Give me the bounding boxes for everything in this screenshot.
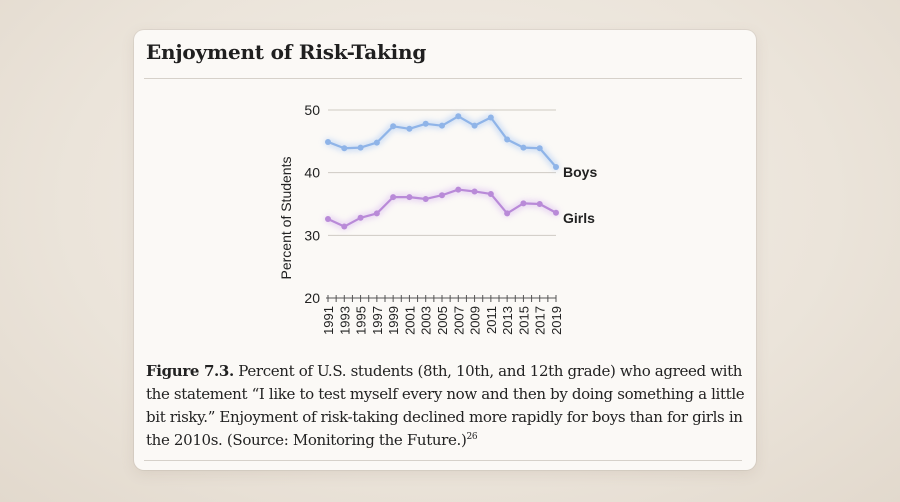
y-tick-label-40: 40 xyxy=(304,165,320,181)
data-point-girls-1995 xyxy=(357,214,364,221)
card-title: Enjoyment of Risk-Taking xyxy=(146,40,427,64)
data-point-girls-1991 xyxy=(325,216,331,223)
data-point-boys-2015 xyxy=(520,144,527,151)
caption-text: Percent of U.S. students (8th, 10th, and… xyxy=(146,362,745,449)
data-point-girls-2009 xyxy=(471,188,478,195)
x-tick-label-2001: 2001 xyxy=(402,306,417,335)
y-tick-label-50: 50 xyxy=(304,102,320,118)
data-point-boys-1999 xyxy=(390,123,397,130)
data-point-girls-1993 xyxy=(341,223,348,230)
data-point-boys-1995 xyxy=(357,144,364,151)
data-point-boys-2007 xyxy=(455,113,462,120)
data-point-girls-2007 xyxy=(455,186,462,193)
x-tick-label-2013: 2013 xyxy=(500,306,515,335)
data-point-girls-1999 xyxy=(390,194,397,201)
x-tick-label-2009: 2009 xyxy=(468,306,483,335)
data-point-boys-2013 xyxy=(504,136,511,143)
data-point-girls-2015 xyxy=(520,200,527,207)
x-tick-label-1999: 1999 xyxy=(386,306,401,335)
x-tick-label-2015: 2015 xyxy=(516,306,531,335)
x-tick-label-2019: 2019 xyxy=(549,306,564,335)
line-chart: 20 30 40 50 1991 1993 1995 1997 1999 2001 2003 2005… xyxy=(278,102,597,335)
y-axis-title: Percent of Students xyxy=(278,157,294,280)
x-tick-label-1997: 1997 xyxy=(370,306,385,335)
data-point-boys-2005 xyxy=(439,122,445,129)
data-point-boys-2017 xyxy=(536,145,543,152)
data-point-girls-2019 xyxy=(553,209,559,216)
x-tick-label-2003: 2003 xyxy=(419,306,434,335)
data-point-girls-2001 xyxy=(406,194,413,201)
footnote-ref: 26 xyxy=(466,432,478,442)
data-point-boys-1993 xyxy=(341,145,348,152)
figure-card: Enjoyment of Risk-Taking 20 30 40 50 1991 199… xyxy=(134,30,756,470)
data-point-girls-1997 xyxy=(373,210,380,217)
data-point-boys-1997 xyxy=(373,139,380,146)
figure-caption: Figure 7.3. Percent of U.S. students (8t… xyxy=(146,360,750,452)
x-tick-label-1991: 1991 xyxy=(321,306,336,335)
data-point-boys-2003 xyxy=(422,120,429,127)
series-label-boys: Boys xyxy=(563,164,597,180)
data-point-boys-2019 xyxy=(553,164,559,171)
y-tick-label-30: 30 xyxy=(304,227,320,243)
data-point-boys-1991 xyxy=(325,138,331,145)
data-point-girls-2003 xyxy=(422,195,429,202)
figure-label: Figure 7.3. xyxy=(146,362,234,380)
series-label-girls: Girls xyxy=(563,210,595,226)
x-tick-label-2007: 2007 xyxy=(451,306,466,335)
x-tick-label-2011: 2011 xyxy=(484,306,499,334)
data-point-girls-2005 xyxy=(439,192,445,199)
data-point-girls-2011 xyxy=(487,190,494,197)
x-tick-label-2017: 2017 xyxy=(533,306,548,335)
title-divider xyxy=(144,78,742,79)
data-point-boys-2011 xyxy=(487,114,494,121)
x-tick-label-1995: 1995 xyxy=(354,306,369,335)
data-point-boys-2001 xyxy=(406,125,413,132)
data-point-girls-2013 xyxy=(504,210,511,217)
x-tick-label-1993: 1993 xyxy=(337,306,352,335)
bottom-divider xyxy=(144,460,742,461)
data-point-boys-2009 xyxy=(471,122,478,129)
data-point-girls-2017 xyxy=(536,201,543,207)
x-tick-label-2005: 2005 xyxy=(435,306,450,335)
y-tick-label-20: 20 xyxy=(304,290,320,306)
